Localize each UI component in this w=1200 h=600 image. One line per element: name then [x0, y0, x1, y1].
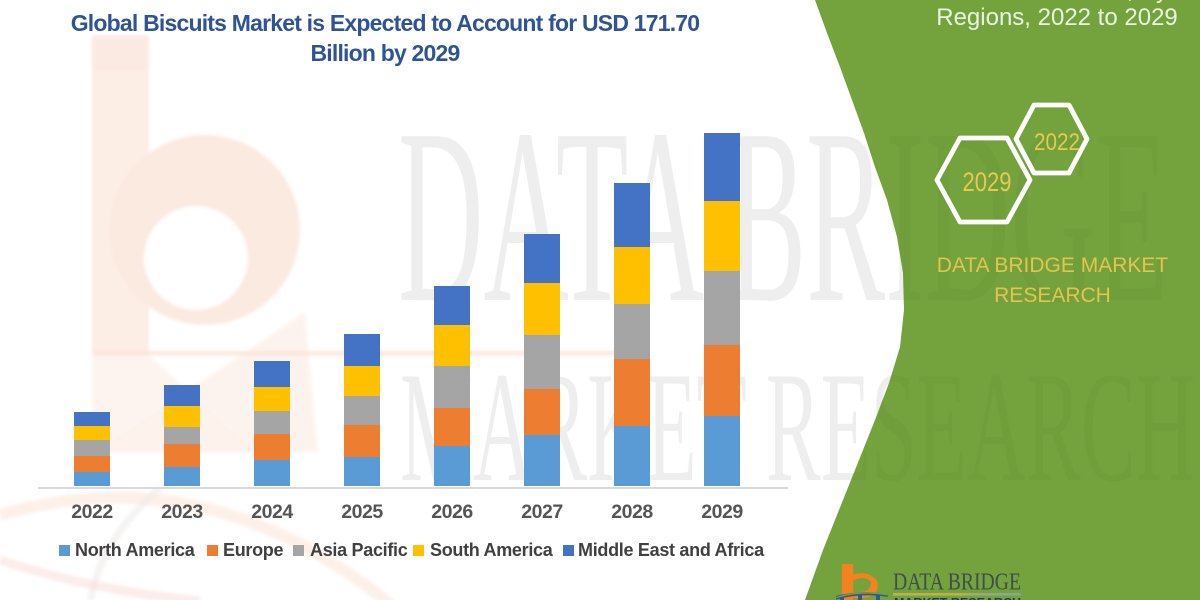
svg-text:MARKET RESEARCH: MARKET RESEARCH: [400, 340, 1195, 515]
svg-text:2022: 2022: [1034, 129, 1080, 156]
svg-text:DATA BRIDGE: DATA BRIDGE: [893, 569, 1021, 596]
svg-text:MARKET RESEARCH: MARKET RESEARCH: [894, 598, 1021, 600]
svg-text:2029: 2029: [963, 167, 1012, 197]
